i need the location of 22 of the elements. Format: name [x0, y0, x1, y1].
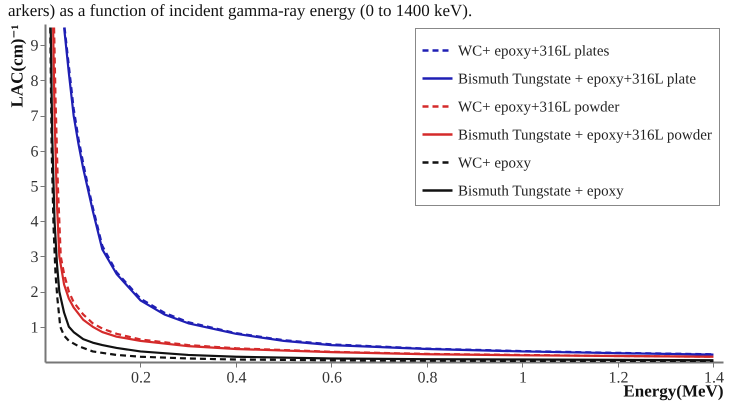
y-tick-label: 9 — [30, 38, 38, 55]
y-tick-label: 7 — [30, 108, 38, 126]
legend-label: Bismuth Tungstate + epoxy+316L plate — [458, 72, 696, 88]
y-tick-label: 5 — [30, 178, 38, 196]
x-tick-label: 0.8 — [417, 370, 438, 386]
legend-label: Bismuth Tungstate + epoxy — [458, 184, 624, 200]
legend-label: WC+ epoxy — [458, 156, 532, 172]
legend-label: WC+ epoxy+316L powder — [458, 100, 620, 116]
x-tick-label: 0.6 — [322, 370, 342, 386]
y-tick-label: 8 — [30, 72, 38, 90]
x-tick-label: 0.4 — [226, 370, 246, 386]
y-tick-label: 4 — [30, 214, 38, 231]
x-tick-label: 1 — [518, 370, 527, 386]
legend-label: WC+ epoxy+316L plates — [458, 44, 610, 60]
x-tick-label: 0.2 — [130, 370, 151, 386]
y-tick-label: 3 — [30, 248, 38, 266]
y-tick-label: 1 — [30, 319, 38, 336]
y-axis-title: LAC(cm)⁻¹ — [8, 24, 26, 108]
y-tick-label: 2 — [30, 284, 38, 302]
y-tick-label: 6 — [30, 143, 38, 160]
legend-label: Bismuth Tungstate + epoxy+316L powder — [458, 128, 712, 144]
text: arkers) as a function of incident gamma-ray energy (0 to 1400 keV). — [8, 1, 472, 20]
